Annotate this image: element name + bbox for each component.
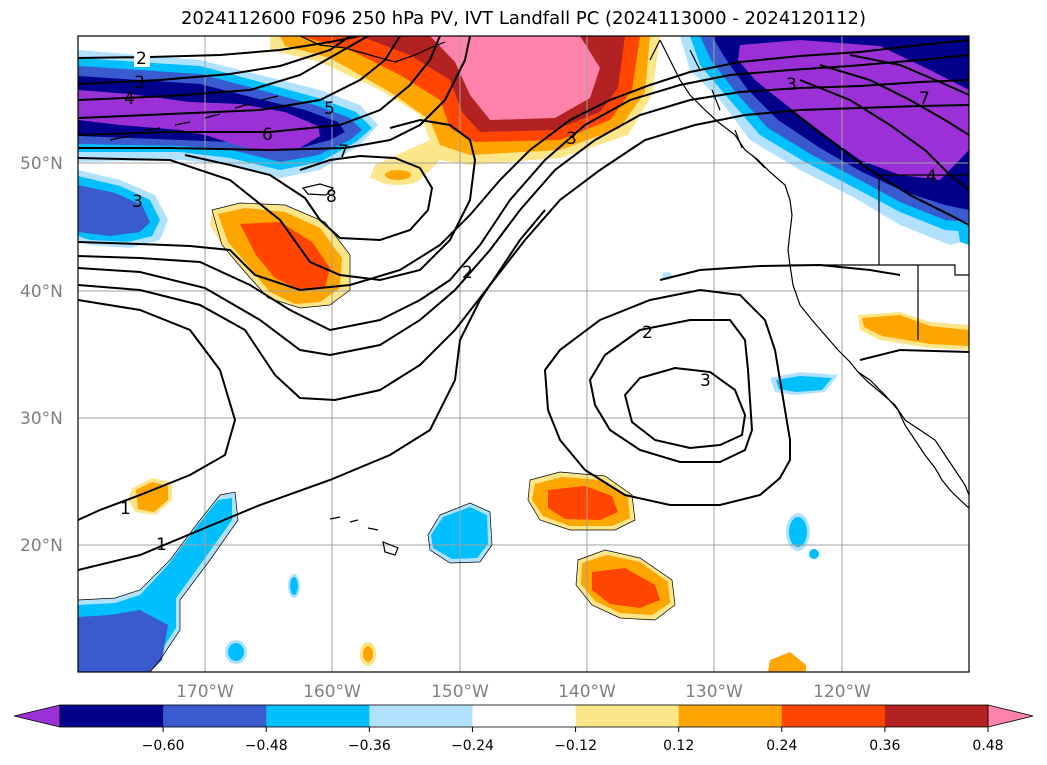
contour-2-mid <box>78 54 969 332</box>
colorbar-segment <box>369 705 473 727</box>
hawaii-islands <box>329 516 399 556</box>
contour-6-north <box>78 36 441 136</box>
contour-east-c <box>799 79 969 191</box>
canada-islands <box>649 39 766 169</box>
contour-4-north <box>78 36 369 101</box>
lon-label: 160°W <box>303 682 361 702</box>
contour-3-north <box>78 36 351 85</box>
contour-east-a <box>659 263 901 281</box>
contour-label: 2 <box>136 49 147 69</box>
colorbar-tick-label: 0.36 <box>869 738 900 754</box>
fill-outlines <box>78 202 676 672</box>
contour-5-north <box>78 36 401 119</box>
lon-label: 140°W <box>558 682 616 702</box>
colorbar-frame <box>59 704 989 728</box>
colorbar-segment <box>472 705 577 727</box>
contour-east-d <box>819 64 969 136</box>
coastlines <box>109 36 969 556</box>
contour-7-north <box>78 36 471 152</box>
baja-california <box>857 371 969 509</box>
lon-label: 150°W <box>431 682 489 702</box>
contour-sw-east <box>859 348 969 361</box>
colorbar-segment <box>60 705 164 727</box>
colorbar-segment <box>781 705 886 727</box>
contour-east-e <box>849 54 969 96</box>
colorbar-tick-label: 0.12 <box>663 738 694 754</box>
contour-label: 8 <box>326 187 337 207</box>
contour-1-south <box>78 209 546 571</box>
contour-label: 3 <box>132 192 143 212</box>
colorbar-extend-high <box>987 704 1034 728</box>
pv-contours <box>78 36 969 571</box>
map-frame <box>77 35 970 673</box>
pos-blob-north-pink <box>430 36 600 120</box>
latitude-labels: 50°N 40°N 30°N 20°N <box>20 154 63 556</box>
colorbar-tick-label: 0.48 <box>972 738 1003 754</box>
lon-label: 170°W <box>176 682 234 702</box>
us-state-borders <box>788 174 969 340</box>
contour-1-west <box>78 299 237 521</box>
figure-title: 2024112600 F096 250 hPa PV, IVT Landfall… <box>180 8 867 29</box>
contour-label: 4 <box>124 89 135 109</box>
small-island-50n <box>301 183 335 196</box>
colorbar-segments <box>13 704 1034 728</box>
contour-label: 7 <box>338 142 349 162</box>
aleutian-islands <box>109 95 279 141</box>
colorbar-extend-low <box>13 704 61 728</box>
gridlines <box>78 36 969 672</box>
colorbar-segment <box>575 705 680 727</box>
colorbar-segment <box>678 705 783 727</box>
lat-label: 30°N <box>20 409 63 429</box>
lat-label: 20°N <box>20 536 63 556</box>
lat-label: 50°N <box>20 154 63 174</box>
contour-2b-mid <box>78 79 969 357</box>
north-america-coast <box>659 39 969 496</box>
contour-label: 3 <box>566 129 577 149</box>
colorbar-tick-label: −0.48 <box>245 738 288 754</box>
contour-label: 6 <box>262 125 273 145</box>
contour-2-loop-south <box>543 288 791 506</box>
contour-label: 1 <box>120 499 131 519</box>
contour-label: 2 <box>642 323 653 343</box>
colorbar-segment <box>884 705 989 727</box>
colorbar-segment <box>266 705 370 727</box>
contour-labels: 2 3 4 5 6 7 8 3 7 4 3 3 2 2 3 1 1 <box>120 47 937 555</box>
map-content: 2 3 4 5 6 7 8 3 7 4 3 3 2 2 3 1 1 <box>78 36 969 672</box>
colorbar-tick-label: −0.24 <box>451 738 494 754</box>
neg-blob-far-east <box>958 222 969 245</box>
contour-7-loop <box>78 118 477 282</box>
contour-label: 3 <box>134 73 145 93</box>
contour-east-b <box>789 109 969 226</box>
longitude-labels: 170°W 160°W 150°W 140°W 130°W 120°W <box>176 682 871 702</box>
pos-blob-bottom-right <box>768 652 806 672</box>
contour-label: 1 <box>156 535 167 555</box>
lon-label: 120°W <box>813 682 871 702</box>
contour-2-inner <box>588 319 754 463</box>
colorbar-tick-label: −0.36 <box>348 738 391 754</box>
contour-label: 3 <box>786 75 797 95</box>
contour-8-loop <box>184 154 434 242</box>
contour-label: 5 <box>324 99 335 119</box>
contour-label: 3 <box>700 371 711 391</box>
contour-label: 7 <box>919 89 930 109</box>
colorbar: −0.60 −0.48 −0.36 −0.24 −0.12 0.12 0.24 0.36 0.4… <box>13 704 1034 754</box>
colorbar-tick-label: 0.24 <box>766 738 797 754</box>
contour-label: 2 <box>462 263 473 283</box>
colorbar-segment <box>163 705 267 727</box>
alaska-coast <box>299 36 446 63</box>
contour-3-mid <box>78 39 969 292</box>
colorbar-ticks: −0.60 −0.48 −0.36 −0.24 −0.12 0.12 0.24 0.36 0.4… <box>142 727 1004 754</box>
contour-label: 4 <box>926 167 937 187</box>
colorbar-tick-label: −0.12 <box>554 738 597 754</box>
colorbar-tick-label: −0.60 <box>142 738 185 754</box>
lat-label: 40°N <box>20 282 63 302</box>
contour-3-inner <box>623 366 747 450</box>
lon-label: 130°W <box>685 682 743 702</box>
